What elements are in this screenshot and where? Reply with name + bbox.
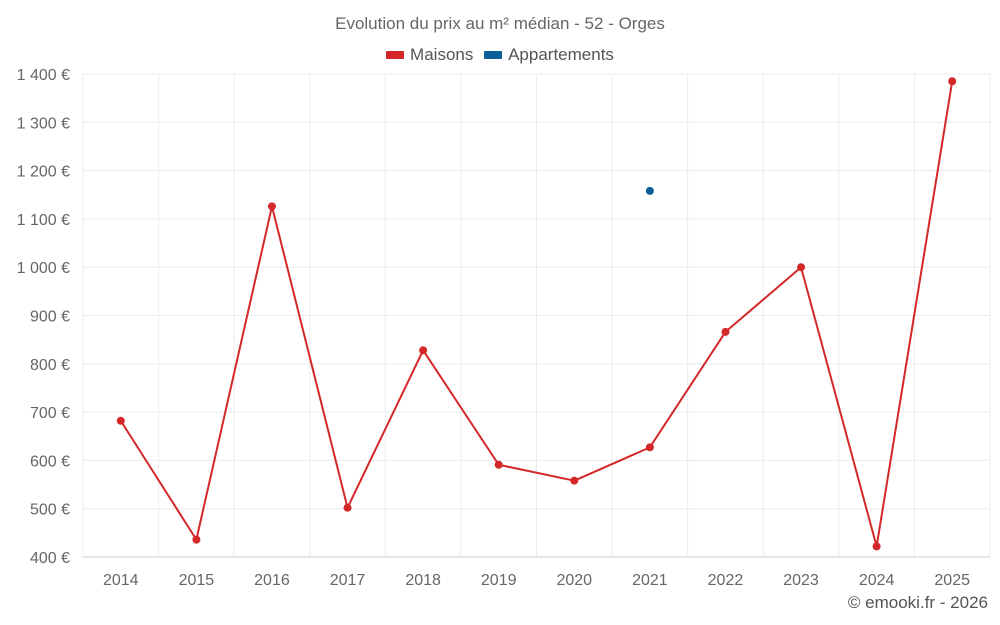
chart-title: Evolution du prix au m² médian - 52 - Or…	[335, 14, 665, 33]
data-point-maisons-2025	[948, 77, 957, 86]
y-tick-label: 1 200 €	[17, 164, 70, 181]
legend: Maisons Appartements	[0, 44, 1000, 65]
data-point-maisons-2015	[192, 535, 201, 544]
x-tick-label: 2020	[556, 572, 592, 589]
data-point-maisons-2014	[116, 416, 125, 425]
data-point-maisons-2022	[721, 327, 730, 336]
x-tick-label: 2024	[859, 572, 895, 589]
data-point-maisons-2023	[797, 263, 806, 272]
copyright-footer: © emooki.fr - 2026	[847, 593, 988, 612]
y-tick-label: 1 300 €	[17, 115, 70, 132]
data-point-maisons-2017	[343, 503, 352, 512]
y-tick-label: 700 €	[30, 405, 70, 422]
x-tick-label: 2023	[783, 572, 819, 589]
x-tick-label: 2018	[405, 572, 441, 589]
x-tick-label: 2014	[103, 572, 139, 589]
data-point-maisons-2024	[872, 542, 881, 551]
legend-label-appartements: Appartements	[508, 45, 614, 64]
y-tick-label: 500 €	[30, 502, 70, 519]
x-tick-label: 2022	[708, 572, 744, 589]
y-tick-label: 400 €	[30, 550, 70, 567]
x-tick-label: 2016	[254, 572, 290, 589]
legend-swatch-maisons	[386, 51, 405, 59]
legend-swatch-appartements	[484, 51, 503, 59]
data-point-maisons-2021	[645, 443, 654, 452]
y-tick-label: 1 100 €	[17, 212, 70, 229]
y-tick-label: 1 000 €	[17, 260, 70, 277]
x-tick-label: 2019	[481, 572, 517, 589]
x-tick-label: 2015	[179, 572, 215, 589]
legend-item-appartements[interactable]: Appartements	[484, 45, 614, 65]
legend-item-maisons[interactable]: Maisons	[386, 45, 473, 65]
x-tick-label: 2017	[330, 572, 366, 589]
data-point-maisons-2016	[267, 202, 276, 211]
legend-label-maisons: Maisons	[410, 45, 474, 64]
y-tick-label: 900 €	[30, 309, 70, 326]
series-line-maisons	[119, 81, 954, 548]
x-tick-label: 2021	[632, 572, 668, 589]
y-tick-label: 800 €	[30, 357, 70, 374]
data-point-maisons-2020	[570, 476, 579, 485]
data-point-maisons-2019	[494, 460, 503, 469]
x-tick-label: 2025	[934, 572, 970, 589]
data-point-appartements-2021	[645, 186, 654, 195]
y-tick-label: 1 400 €	[17, 67, 70, 84]
data-point-maisons-2018	[419, 346, 428, 355]
y-tick-label: 600 €	[30, 453, 70, 470]
